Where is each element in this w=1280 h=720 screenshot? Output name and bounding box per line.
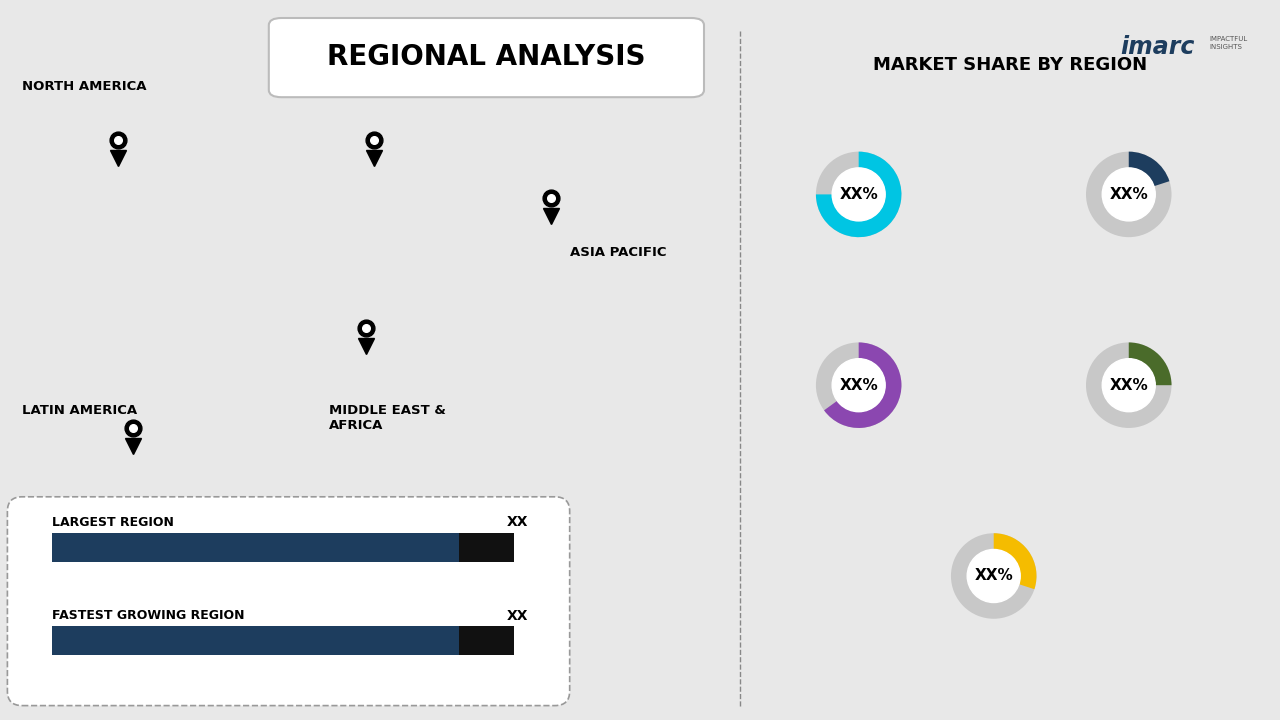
Text: XX%: XX%	[840, 187, 878, 202]
Text: REGIONAL ANALYSIS: REGIONAL ANALYSIS	[328, 43, 645, 71]
Circle shape	[832, 168, 886, 221]
Text: LATIN AMERICA: LATIN AMERICA	[22, 404, 137, 417]
Text: XX%: XX%	[840, 378, 878, 392]
Circle shape	[832, 359, 886, 412]
Wedge shape	[1129, 152, 1170, 186]
Wedge shape	[815, 343, 901, 428]
Text: imarc: imarc	[1120, 35, 1194, 59]
Circle shape	[1102, 168, 1156, 221]
Wedge shape	[815, 152, 901, 237]
Text: XX%: XX%	[1110, 378, 1148, 392]
Text: XX%: XX%	[1110, 187, 1148, 202]
Wedge shape	[1085, 343, 1171, 428]
Wedge shape	[1129, 343, 1171, 385]
Text: LARGEST REGION: LARGEST REGION	[51, 516, 174, 528]
FancyBboxPatch shape	[51, 533, 458, 562]
Wedge shape	[824, 343, 901, 428]
FancyBboxPatch shape	[458, 533, 515, 562]
FancyBboxPatch shape	[51, 626, 458, 655]
Text: XX%: XX%	[974, 569, 1012, 583]
Text: XX: XX	[507, 515, 529, 529]
Text: XX: XX	[507, 608, 529, 623]
Text: MIDDLE EAST &
AFRICA: MIDDLE EAST & AFRICA	[329, 404, 447, 431]
FancyBboxPatch shape	[269, 18, 704, 97]
Text: EUROPE: EUROPE	[333, 80, 393, 93]
Wedge shape	[1085, 152, 1171, 237]
FancyBboxPatch shape	[8, 497, 570, 706]
Text: IMPACTFUL
INSIGHTS: IMPACTFUL INSIGHTS	[1210, 37, 1248, 50]
Wedge shape	[951, 534, 1037, 618]
Wedge shape	[993, 534, 1037, 589]
Text: ASIA PACIFIC: ASIA PACIFIC	[570, 246, 666, 258]
Text: NORTH AMERICA: NORTH AMERICA	[22, 80, 147, 93]
Circle shape	[968, 549, 1020, 603]
Text: MARKET SHARE BY REGION: MARKET SHARE BY REGION	[873, 55, 1147, 73]
Wedge shape	[815, 152, 901, 237]
Text: FASTEST GROWING REGION: FASTEST GROWING REGION	[51, 609, 244, 622]
FancyBboxPatch shape	[458, 626, 515, 655]
Circle shape	[1102, 359, 1156, 412]
